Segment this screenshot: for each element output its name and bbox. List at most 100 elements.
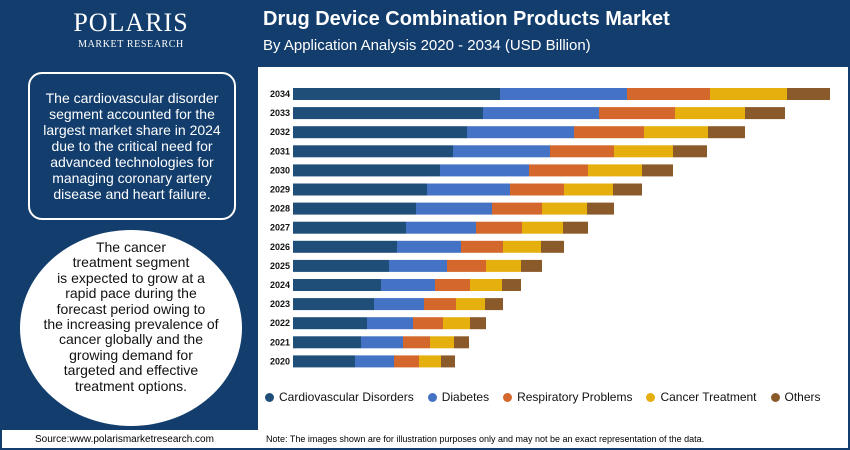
bar-segment xyxy=(673,145,707,158)
insight-cardiovascular: The cardiovascular disorder segment acco… xyxy=(28,72,236,220)
legend-item: Cancer Treatment xyxy=(646,390,757,404)
y-tick-label: 2022 xyxy=(270,318,290,328)
chart-title: Drug Device Combination Products Market xyxy=(263,8,670,30)
brand-name: POLARIS xyxy=(73,8,189,37)
bar-segment xyxy=(416,202,492,215)
bar-segment xyxy=(541,240,564,253)
insight-cancer-line: rapid pace during the xyxy=(65,285,197,302)
legend-item: Cardiovascular Disorders xyxy=(265,390,414,404)
insight-cancer-line: treatment segment xyxy=(72,254,190,271)
y-tick-label: 2025 xyxy=(270,261,290,271)
bar-segment xyxy=(293,145,453,158)
y-tick-label: 2021 xyxy=(270,337,290,347)
bar-segment xyxy=(293,279,381,291)
bar-segment xyxy=(397,240,461,253)
bar-segment xyxy=(293,183,427,196)
brand-subtitle: MARKET RESEARCH xyxy=(78,39,184,50)
insight-cancer-line: targeted and effective xyxy=(63,362,199,379)
bar-segment xyxy=(406,221,476,234)
legend-marker xyxy=(265,392,274,402)
bar-segment xyxy=(486,259,521,272)
bar-segment xyxy=(381,279,435,291)
bar-segment xyxy=(503,240,541,253)
legend-label: Diabetes xyxy=(441,390,490,404)
insight-cancer-line: growing demand for xyxy=(69,346,193,363)
legend-label: Respiratory Problems xyxy=(517,390,633,404)
bar-segment xyxy=(550,145,614,158)
bar-segment xyxy=(483,107,599,120)
bar-segment xyxy=(293,259,389,272)
insight-cancer-line: treatment options. xyxy=(74,377,188,394)
bar-segment xyxy=(293,240,397,253)
bar-segment xyxy=(542,202,587,215)
bar-segment xyxy=(461,240,503,253)
y-tick-label: 2034 xyxy=(270,89,290,99)
bar-segment xyxy=(563,221,588,234)
bar-segment xyxy=(441,355,455,368)
y-tick-label: 2024 xyxy=(270,280,290,290)
chart-subtitle: By Application Analysis 2020 - 2034 (USD… xyxy=(263,37,591,54)
insight-cancer: The cancer treatment segment is expected… xyxy=(20,230,242,426)
legend-item: Diabetes xyxy=(427,390,490,404)
y-tick-label: 2033 xyxy=(270,108,290,118)
bar-segment xyxy=(394,355,419,368)
bar-segment xyxy=(367,317,413,330)
y-tick-label: 2023 xyxy=(270,299,290,309)
bar-segment xyxy=(522,221,563,234)
insight-cancer-line: forecast period owing to xyxy=(56,300,206,317)
y-tick-label: 2028 xyxy=(270,204,290,214)
bar-segment xyxy=(588,164,642,177)
bar-segment xyxy=(443,317,470,330)
legend-item: Others xyxy=(770,390,821,404)
bar-segment xyxy=(574,126,644,139)
bar-segment xyxy=(419,355,441,368)
bar-segment xyxy=(293,164,440,177)
insight-cancer-line: The cancer xyxy=(95,239,167,255)
bar-segment xyxy=(521,259,542,272)
bar-segment xyxy=(485,298,503,311)
bar-segment xyxy=(613,183,642,196)
insight-cancer-line: the increasing prevalence of xyxy=(43,316,219,333)
bar-segment xyxy=(564,183,613,196)
bar-segment xyxy=(293,107,483,120)
bar-segment xyxy=(453,145,550,158)
bar-segment xyxy=(435,279,470,291)
bar-segment xyxy=(293,336,361,349)
source-text: Source:www.polarismarketresearch.com xyxy=(35,434,214,445)
bar-segment xyxy=(599,107,675,120)
bar-segment xyxy=(293,202,416,215)
bar-segment xyxy=(447,259,486,272)
legend-label: Cardiovascular Disorders xyxy=(279,390,414,404)
bar-segment xyxy=(293,298,374,311)
legend-label: Others xyxy=(784,390,821,404)
bar-segment xyxy=(403,336,430,349)
legend-marker xyxy=(427,392,437,402)
bar-segment xyxy=(355,355,394,368)
bar-segment xyxy=(440,164,529,177)
chart-header: Drug Device Combination Products Market … xyxy=(258,2,848,67)
bar-segment xyxy=(430,336,454,349)
legend-marker xyxy=(770,392,780,402)
brand-logo: POLARIS MARKET RESEARCH xyxy=(66,9,196,51)
bar-segment xyxy=(614,145,673,158)
chart-legend: Cardiovascular Disorders Diabetes Respirat… xyxy=(265,390,835,404)
legend-marker xyxy=(646,392,656,402)
y-tick-label: 2027 xyxy=(270,223,290,233)
insight-cancer-line: is expected to grow at a xyxy=(57,269,205,286)
legend-marker xyxy=(503,392,513,402)
bar-segment xyxy=(470,279,502,291)
bar-segment xyxy=(424,298,456,311)
bar-segment xyxy=(675,107,745,120)
sidebar: POLARIS MARKET RESEARCH The cardiovascul… xyxy=(2,2,258,430)
bar-segment xyxy=(502,279,521,291)
bar-segment xyxy=(500,88,627,100)
bar-segment xyxy=(427,183,510,196)
bar-segment xyxy=(708,126,745,139)
bar-segment xyxy=(293,221,406,234)
stacked-bar-chart: 2034 2033 2032 2031 2030 2029 2028 2027 2026 2025… xyxy=(270,88,830,368)
bar-segment xyxy=(476,221,522,234)
bar-segment xyxy=(642,164,673,177)
y-tick-label: 2029 xyxy=(270,185,290,195)
bar-segment xyxy=(587,202,614,215)
